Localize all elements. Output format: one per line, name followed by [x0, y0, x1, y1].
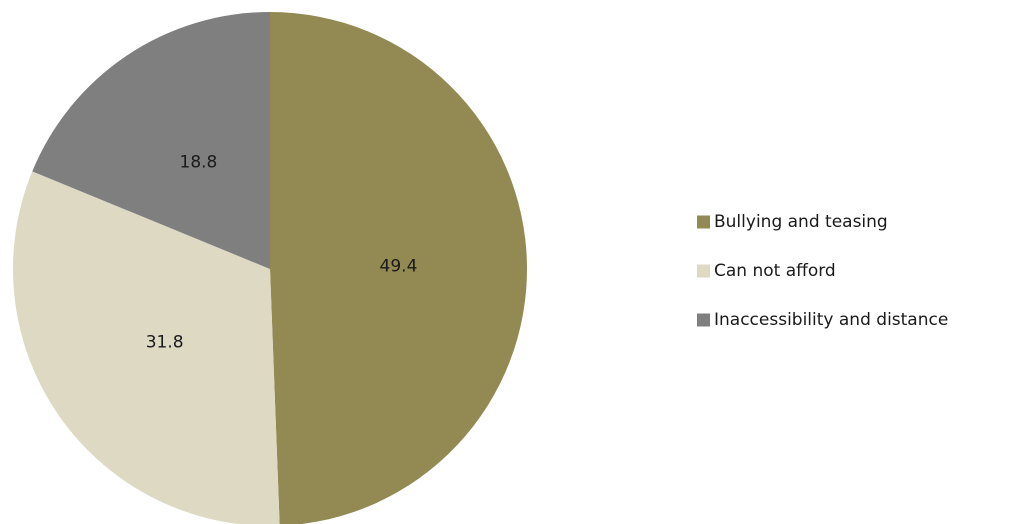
legend-swatch [697, 313, 710, 327]
pie-slices [13, 12, 527, 524]
data-label-can-not-afford: 31.8 [146, 333, 184, 353]
legend-label: Bullying and teasing [714, 212, 888, 232]
legend-item-can-not-afford: Can not afford [697, 261, 836, 281]
legend-item-inaccessibility-and-distance: Inaccessibility and distance [697, 310, 948, 330]
legend-label: Can not afford [714, 261, 836, 281]
data-label-bullying-and-teasing: 49.4 [380, 257, 418, 277]
legend: Bullying and teasing Can not afford Inacce… [697, 212, 948, 330]
pie-data-labels: 49.4 31.8 18.8 [146, 152, 418, 352]
legend-swatch [697, 215, 710, 229]
legend-swatch [697, 264, 710, 278]
legend-label: Inaccessibility and distance [714, 310, 948, 330]
pie-slice-bullying-and-teasing [270, 12, 527, 524]
data-label-inaccessibility-and-distance: 18.8 [180, 152, 218, 172]
legend-item-bullying-and-teasing: Bullying and teasing [697, 212, 888, 232]
pie-slice-inaccessibility-and-distance [32, 12, 270, 269]
pie-slice-can-not-afford [13, 171, 280, 524]
